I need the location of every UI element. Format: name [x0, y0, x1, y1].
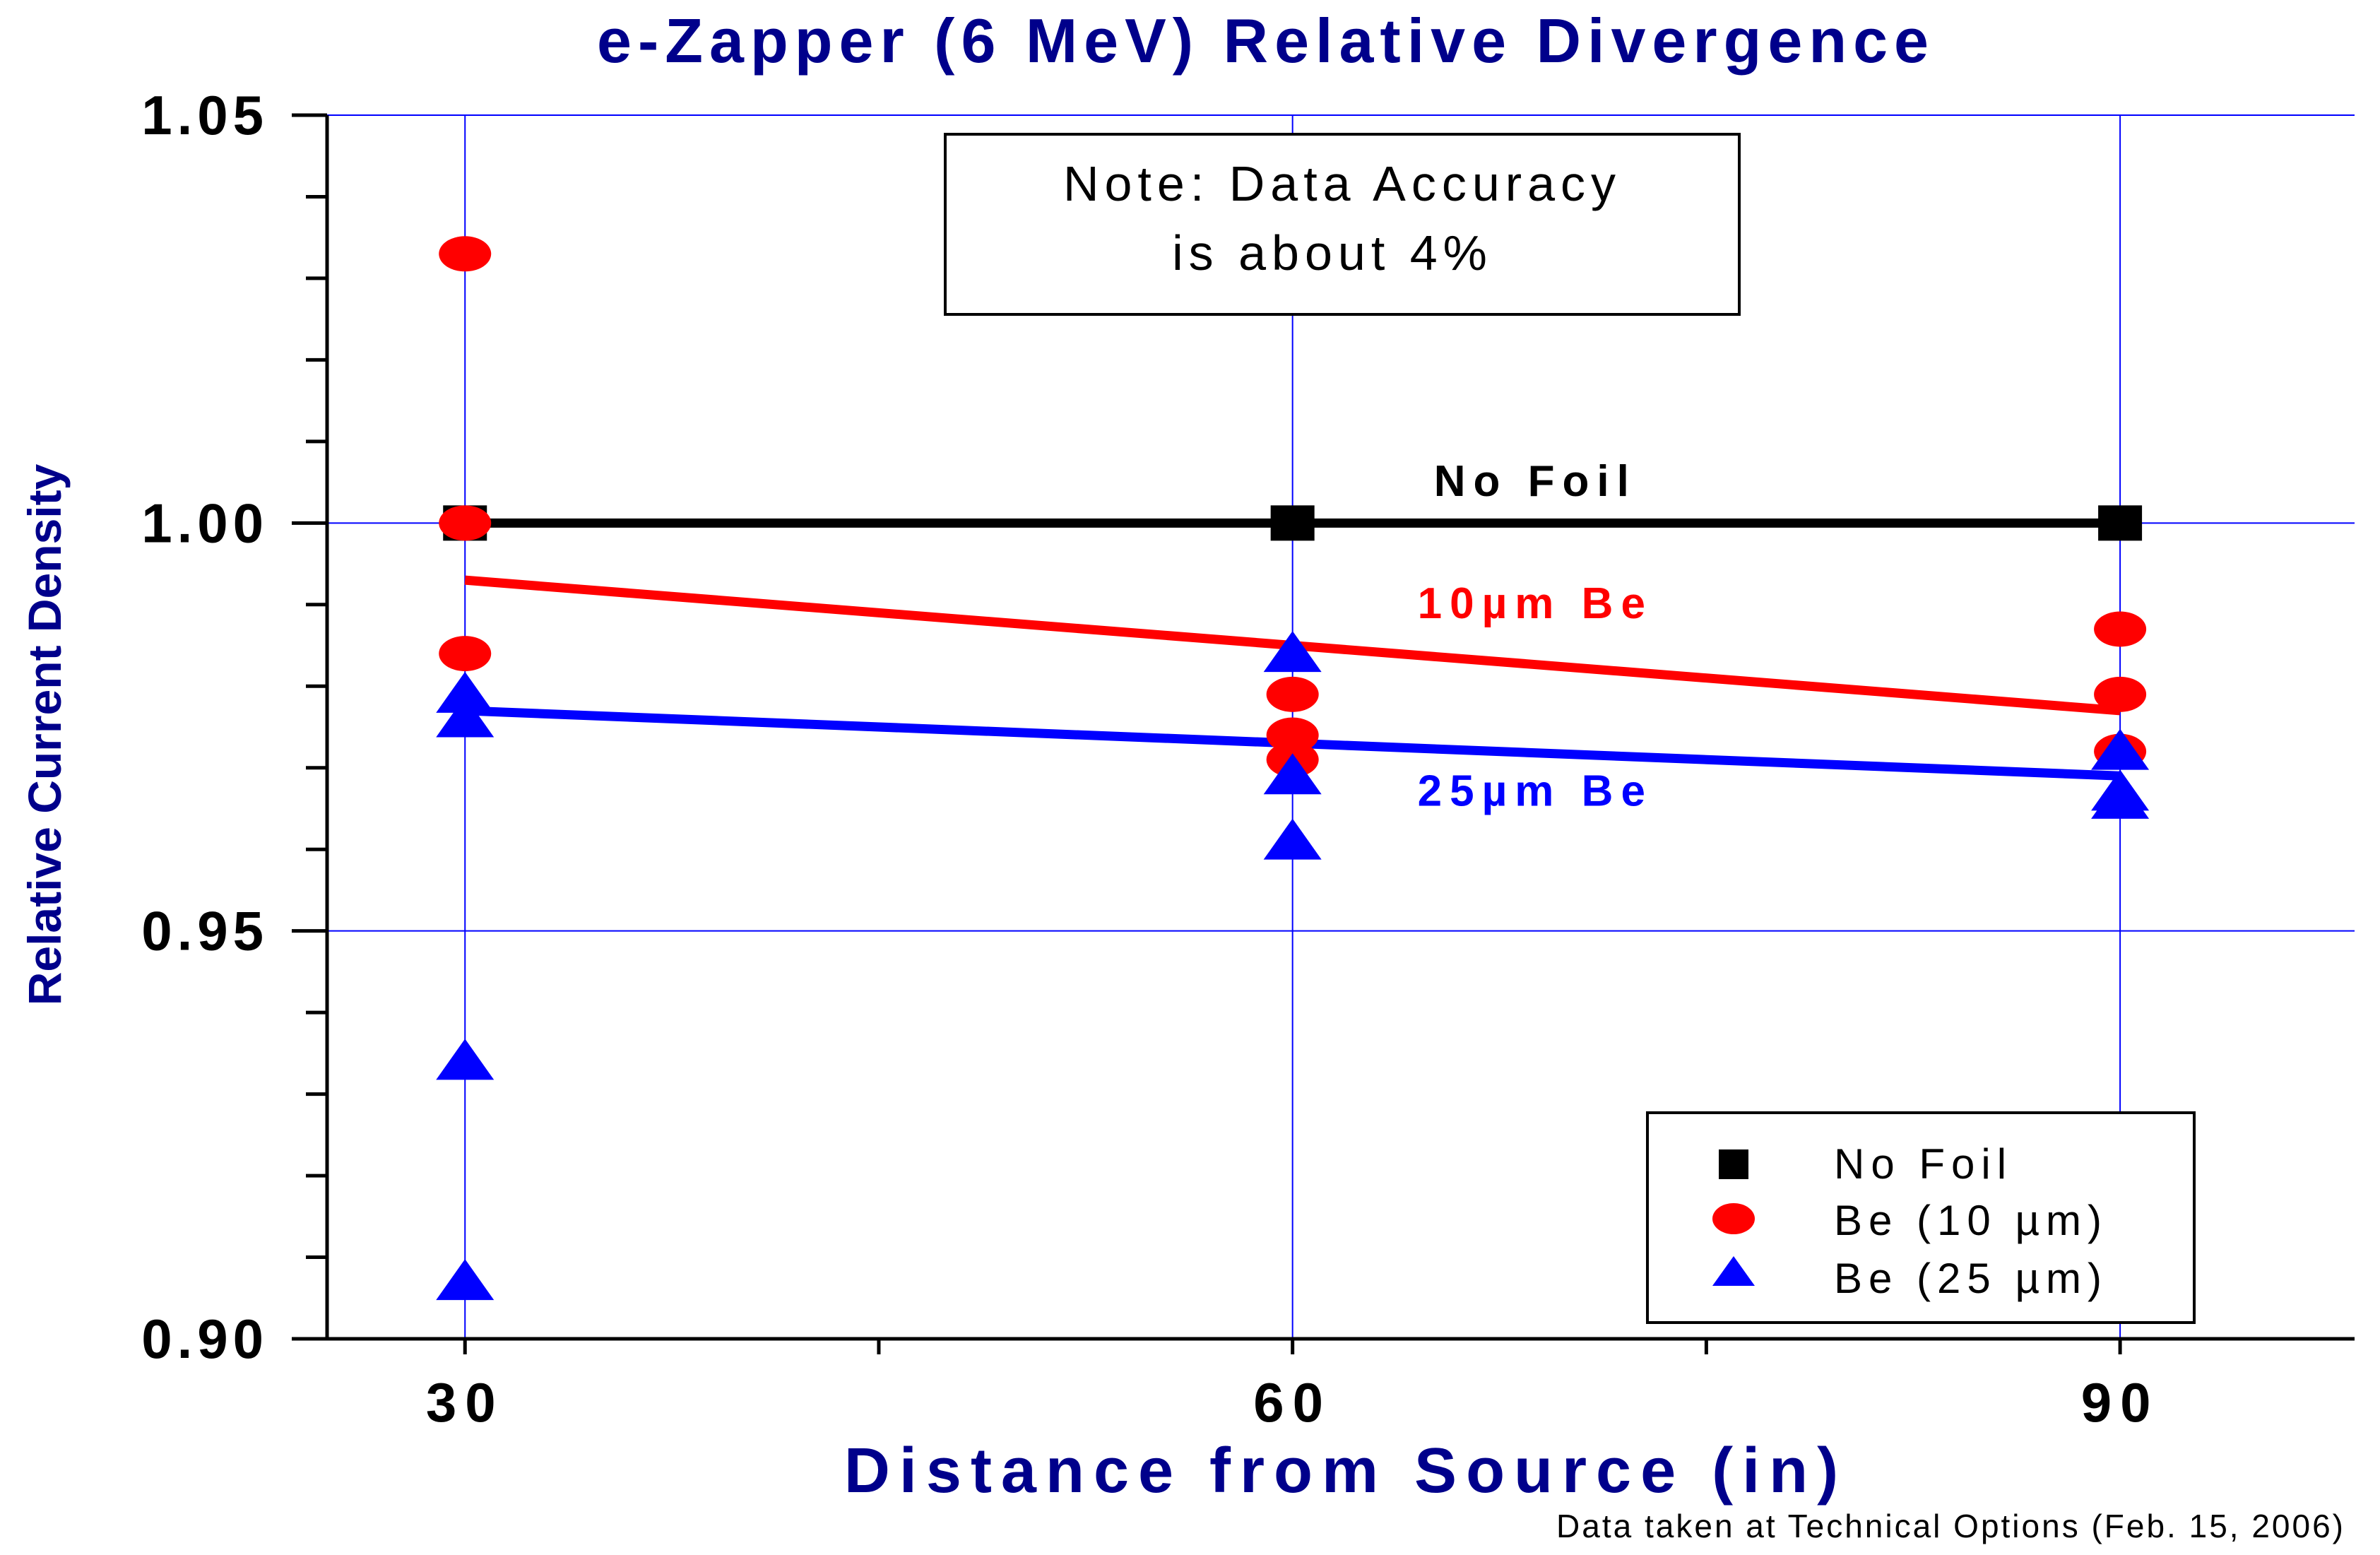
note-box: Note: Data Accuracy is about 4% [944, 133, 1741, 316]
x-tick-label: 30 [426, 1371, 504, 1433]
note-line-1: Note: Data Accuracy [1063, 156, 1621, 211]
x-tick-label: 60 [1253, 1371, 1332, 1433]
fit-label: 25µm Be [1418, 767, 1653, 816]
data-point-triangle [1263, 818, 1322, 860]
fit-label: 10µm Be [1418, 579, 1653, 628]
y-tick-label: 1.05 [141, 84, 268, 146]
footnote: Data taken at Technical Options (Feb. 15… [1556, 1508, 2345, 1544]
data-point-triangle [436, 1039, 495, 1080]
data-point-circle [1266, 717, 1319, 753]
data-point-triangle [436, 671, 495, 713]
note-line-2: is about 4% [1172, 225, 1493, 280]
data-point-triangle [436, 1259, 495, 1301]
legend-label-no-foil: No Foil [1834, 1140, 2013, 1188]
legend-label-be-10: Be (10 µm) [1834, 1197, 2108, 1244]
legend-label-be-25: Be (25 µm) [1834, 1255, 2108, 1302]
legend-square-icon [1719, 1149, 1748, 1179]
y-tick-label: 0.95 [141, 900, 268, 962]
y-tick-label: 1.00 [141, 492, 268, 554]
data-point-triangle [1263, 631, 1322, 673]
data-markers [436, 236, 2150, 1301]
data-point-circle [439, 636, 492, 672]
x-tick-label: 90 [2081, 1371, 2160, 1433]
data-point-circle [2094, 611, 2147, 647]
fit-label: No Foil [1434, 457, 1637, 506]
x-axis-label: Distance from Source (in) [844, 1436, 1847, 1506]
data-point-square [2098, 505, 2143, 541]
legend-triangle-icon [1712, 1256, 1755, 1286]
fit-labels: No Foil 10µm Be 25µm Be [1418, 457, 1653, 816]
data-point-triangle [2091, 728, 2150, 770]
data-point-triangle [2091, 777, 2150, 819]
tick-labels: 0.90 0.95 1.00 1.05 30 60 90 [141, 84, 2160, 1433]
y-tick-label: 0.90 [141, 1308, 268, 1370]
data-point-triangle [1263, 753, 1322, 795]
legend: No Foil Be (10 µm) Be (25 µm) [1646, 1111, 2196, 1324]
data-point-circle [439, 236, 492, 272]
note-box-frame [944, 133, 1741, 316]
data-point-circle [2094, 676, 2147, 712]
data-point-circle [1266, 676, 1319, 712]
chart-title: e-Zapper (6 MeV) Relative Divergence [597, 6, 1935, 76]
legend-circle-icon [1712, 1203, 1755, 1234]
axes [292, 113, 2355, 1354]
data-point-triangle [436, 696, 495, 738]
data-point-square [1270, 505, 1315, 541]
data-point-circle [439, 505, 492, 541]
y-axis-label: Relative Current Density [18, 463, 71, 1005]
